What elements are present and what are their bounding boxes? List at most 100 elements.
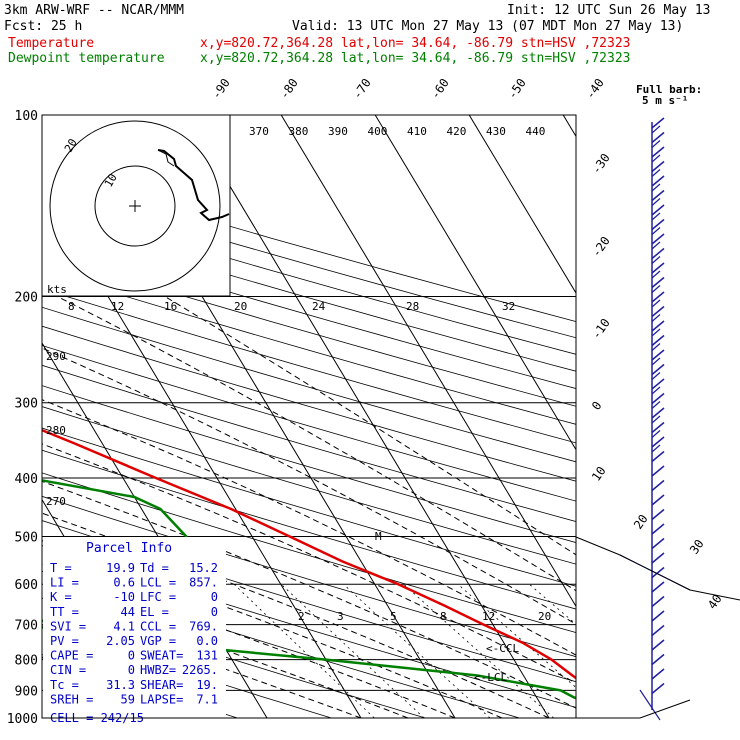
sounding-profiles xyxy=(42,428,576,700)
moist-adiabat xyxy=(42,512,550,718)
hodograph-speed-labels: 8 12 16 20 24 28 32 xyxy=(68,300,515,313)
valid-time: Valid: 13 UTC Mon 27 May 13 (07 MDT Mon … xyxy=(292,19,683,34)
wind-barb xyxy=(651,537,665,550)
parcel-row-cell: SHEAR= xyxy=(140,678,183,692)
pressure-label-800: 800 xyxy=(15,654,38,669)
wind-barb-half xyxy=(651,212,661,221)
wind-barb xyxy=(651,421,665,434)
parcel-row-cell: 131 xyxy=(196,649,218,663)
isotherm-label: -50 xyxy=(505,76,529,102)
wind-barb xyxy=(651,117,665,129)
parcel-row-cell: HWBZ= xyxy=(140,663,176,677)
wind-barb xyxy=(651,639,665,651)
left-theta-label: 290 xyxy=(46,350,66,363)
moist-adiabat xyxy=(42,443,576,684)
wind-barb-half xyxy=(651,198,661,206)
wind-barb xyxy=(651,450,665,463)
wind-barbs xyxy=(575,117,740,721)
parcel-row-cell: 15.2 xyxy=(189,561,218,575)
left-theta-label: 270 xyxy=(46,495,66,508)
isotherm-label: -30 xyxy=(589,151,613,177)
mixing-ratio-label: 3 xyxy=(337,610,344,623)
barb-note: Full barb: xyxy=(636,83,702,96)
wind-barb xyxy=(651,291,665,303)
temperature-profile xyxy=(42,428,576,680)
init-time: Init: 12 UTC Sun 26 May 13 xyxy=(507,3,711,18)
wind-barb xyxy=(651,595,665,608)
speed-label: 32 xyxy=(502,300,515,313)
dry-adiabat xyxy=(42,472,576,633)
pressure-label-300: 300 xyxy=(15,397,38,412)
parcel-row-cell: SVI = xyxy=(50,619,86,633)
barb-unit: 5 m s⁻¹ xyxy=(642,94,688,107)
parcel-row-cell: 0 xyxy=(128,663,135,677)
parcel-row-cell: 7.1 xyxy=(196,692,218,706)
pressure-label-1000: 1000 xyxy=(7,712,38,727)
parcel-row-cell: 44 xyxy=(121,605,135,619)
wind-barb xyxy=(651,494,665,506)
wind-barb xyxy=(651,566,665,579)
isotherm-label: 0 xyxy=(589,399,605,413)
parcel-row-cell: SREH = xyxy=(50,692,93,706)
parcel-row-cell: SWEAT= xyxy=(140,649,183,663)
moist-adiabat xyxy=(42,604,362,718)
pressure-label-100: 100 xyxy=(15,109,38,124)
wind-barb xyxy=(651,392,665,405)
dry-adiabat xyxy=(42,325,576,482)
wind-barb xyxy=(651,624,665,637)
speed-label: 20 xyxy=(234,300,247,313)
mixing-ratio-labels: 2 3 5 8 12 20 xyxy=(298,610,551,623)
isotherm-label: 40 xyxy=(705,592,725,612)
theta-label: 370 xyxy=(249,125,269,138)
parcel-row-cell: T = xyxy=(50,561,72,575)
wind-barb-half xyxy=(651,372,661,380)
parcel-row-cell: 19. xyxy=(196,678,218,692)
dry-adiabat xyxy=(42,270,576,425)
wind-barb xyxy=(651,247,665,260)
theta-label: 380 xyxy=(289,125,309,138)
wind-barb xyxy=(651,552,665,564)
speed-label: 16 xyxy=(164,300,177,313)
parcel-row-cell: TT = xyxy=(50,605,79,619)
speed-label: 28 xyxy=(406,300,419,313)
parcel-row-cell: CAPE = xyxy=(50,649,93,663)
parcel-row-cell: LCL = xyxy=(140,576,176,590)
parcel-row-cell: CIN = xyxy=(50,663,86,677)
wind-barb xyxy=(651,682,665,695)
mixing-ratio-label: 8 xyxy=(440,610,447,623)
wind-barb-half xyxy=(651,256,661,264)
isotherm xyxy=(374,115,576,451)
mixing-ratio-line xyxy=(529,583,576,625)
parcel-row-cell: Td = xyxy=(140,561,169,575)
wind-barb-half xyxy=(651,386,661,395)
dewpoint-profile xyxy=(42,479,576,700)
isotherm-label: -10 xyxy=(589,316,613,342)
isotherm-label: -40 xyxy=(583,76,607,102)
wind-barb xyxy=(651,653,665,666)
wind-barb-half xyxy=(651,169,661,177)
isotherm-label: -70 xyxy=(350,76,374,102)
isotherm-label: -90 xyxy=(209,76,233,102)
parcel-info-panel: Parcel Info T = 19.9 Td = 15.2 LI = 0.6 LCL = 8… xyxy=(43,537,226,725)
theta-label: 390 xyxy=(328,125,348,138)
parcel-row-cell: LAPSE= xyxy=(140,692,183,706)
pressure-label-700: 700 xyxy=(15,619,38,634)
isotherm xyxy=(468,115,576,294)
hodograph-ring-10 xyxy=(94,165,176,247)
theta-label: 400 xyxy=(368,125,388,138)
isotherm xyxy=(657,115,740,718)
dry-adiabat xyxy=(42,597,426,718)
mixing-ratio-label: 2 xyxy=(298,610,305,623)
wind-barb-half xyxy=(651,227,661,235)
wind-barb-half xyxy=(651,444,661,453)
left-theta-label: 280 xyxy=(46,424,66,437)
mixing-ratio-label: 5 xyxy=(390,610,397,623)
wind-barb-half xyxy=(651,183,661,192)
dry-adiabat xyxy=(42,306,576,463)
wind-barb xyxy=(651,479,665,492)
parcel-row-cell: VGP = xyxy=(140,634,176,648)
parcel-row-cell: 0 xyxy=(211,590,218,604)
wind-barb xyxy=(651,407,665,419)
forecast-hour: Fcst: 25 h xyxy=(4,19,82,34)
wind-barb xyxy=(651,320,665,332)
